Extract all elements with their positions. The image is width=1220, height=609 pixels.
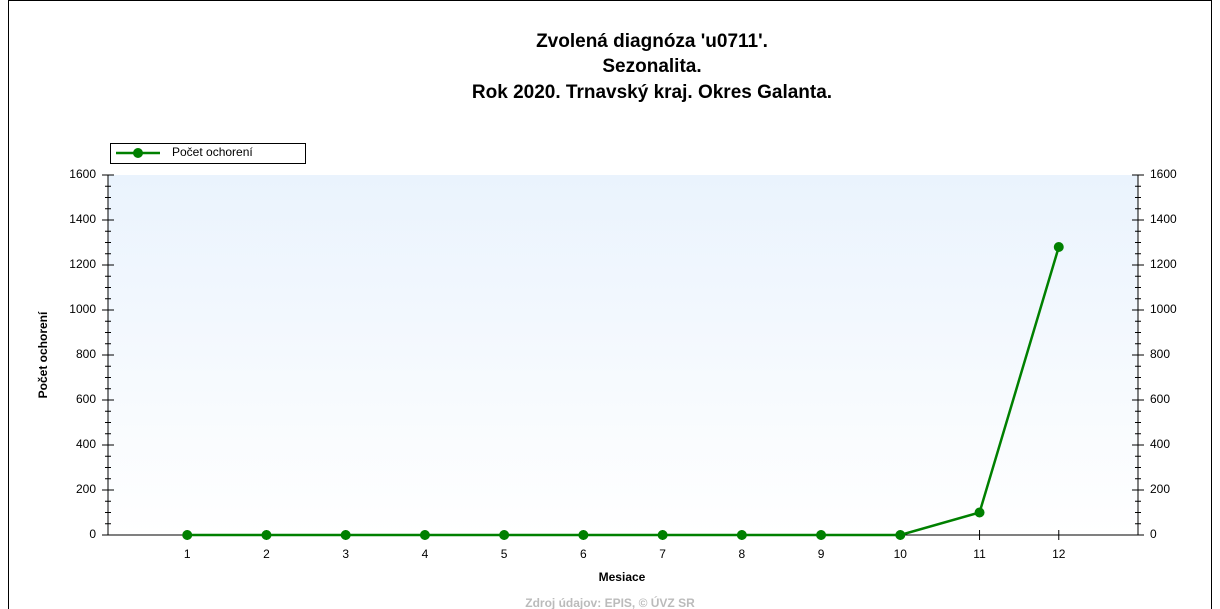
x-tick-label: 2 [263, 547, 270, 561]
y2-tick-label: 1000 [1150, 302, 1177, 316]
data-point [261, 530, 272, 540]
y2-tick-label: 200 [1150, 482, 1170, 496]
data-point [895, 530, 906, 540]
data-point [974, 507, 985, 518]
y2-tick-label: 800 [1150, 347, 1170, 361]
legend-label: Počet ochorení [172, 145, 253, 159]
y-tick-label: 1200 [69, 257, 96, 271]
y2-tick-label: 0 [1150, 527, 1157, 541]
plot-area [108, 175, 1138, 535]
legend-marker [133, 148, 143, 158]
y-tick-label: 200 [76, 482, 96, 496]
series-line [187, 246, 1060, 537]
x-axis-title: Mesiace [599, 570, 646, 584]
y-tick-label: 800 [76, 347, 96, 361]
source: Zdroj údajov: EPIS, © ÚVZ SR [525, 595, 695, 609]
data-point [419, 530, 430, 540]
data-point [578, 530, 589, 540]
data-point [499, 530, 510, 540]
y2-tick-label: 1400 [1150, 212, 1177, 226]
data-point [340, 530, 351, 540]
y-tick-label: 1600 [69, 167, 96, 181]
y-tick-label: 1400 [69, 212, 96, 226]
y2-tick-label: 400 [1150, 437, 1170, 451]
x-tick-label: 10 [894, 547, 908, 561]
x-tick-label: 12 [1052, 547, 1066, 561]
x-tick-label: 3 [342, 547, 349, 561]
y-tick-label: 1000 [69, 302, 96, 316]
data-point [736, 530, 747, 540]
x-tick-label: 4 [422, 547, 429, 561]
x-tick-label: 6 [580, 547, 587, 561]
x-tick-label: 1 [184, 547, 191, 561]
data-point [657, 530, 668, 540]
chart-title: Zvolená diagnóza 'u0711'. [536, 31, 768, 52]
y-tick-label: 600 [76, 392, 96, 406]
x-tick-label: 11 [973, 547, 986, 561]
y2-tick-label: 1600 [1150, 167, 1177, 181]
x-tick-label: 5 [501, 547, 508, 561]
y-tick-label: 400 [76, 437, 96, 451]
data-point [816, 530, 827, 540]
y-tick-label: 0 [89, 527, 96, 541]
y2-tick-label: 600 [1150, 392, 1170, 406]
legend [110, 143, 306, 164]
x-tick-label: 8 [739, 547, 746, 561]
data-point [182, 530, 193, 540]
y2-tick-label: 1200 [1150, 257, 1177, 271]
x-tick-label: 9 [818, 547, 825, 561]
chart-title: Sezonalita. [602, 56, 701, 77]
chart-title: Rok 2020. Trnavský kraj. Okres Galanta. [472, 82, 832, 103]
y-axis-title: Počet ochorení [36, 311, 50, 398]
data-point [1053, 242, 1064, 252]
x-tick-label: 7 [659, 547, 666, 561]
